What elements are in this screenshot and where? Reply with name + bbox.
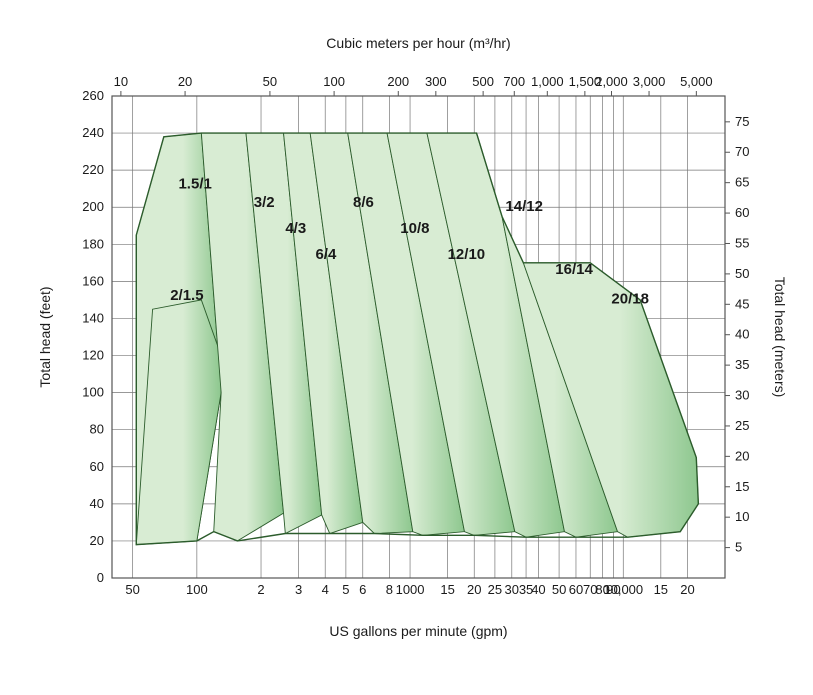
region-label-4/3: 4/3 xyxy=(285,220,306,237)
xtick-bottom: 50 xyxy=(552,582,566,597)
ytick-left: 40 xyxy=(90,496,104,511)
xtick-top: 300 xyxy=(425,74,447,89)
ytick-left: 260 xyxy=(82,88,104,103)
ytick-right: 70 xyxy=(735,144,749,159)
ytick-left: 120 xyxy=(82,348,104,363)
xtick-bottom: 30 xyxy=(505,582,519,597)
region-label-1.5/1: 1.5/1 xyxy=(178,176,211,193)
xtick-bottom: 25 xyxy=(488,582,502,597)
ytick-left: 220 xyxy=(82,162,104,177)
xtick-bottom: 2 xyxy=(257,582,264,597)
ytick-right: 25 xyxy=(735,418,749,433)
ytick-left: 160 xyxy=(82,273,104,288)
xtick-top: 3,000 xyxy=(633,74,666,89)
region-label-10/8: 10/8 xyxy=(400,220,429,237)
ytick-left: 240 xyxy=(82,125,104,140)
ytick-right: 65 xyxy=(735,175,749,190)
xtick-bottom: 60 xyxy=(569,582,583,597)
ytick-left: 140 xyxy=(82,310,104,325)
ytick-left: 200 xyxy=(82,199,104,214)
ytick-right: 45 xyxy=(735,296,749,311)
xtick-bottom: 40 xyxy=(531,582,545,597)
ytick-right: 40 xyxy=(735,327,749,342)
xtick-bottom: 100 xyxy=(186,582,208,597)
xtick-bottom: 15 xyxy=(440,582,454,597)
xtick-top: 50 xyxy=(263,74,277,89)
pump-curve-chart: 1.5/1 2/1.5 3/2 4/3 6/4 8/6 10/8 12/10 14/12 16/1… xyxy=(20,20,793,675)
chart-svg: 1.5/1 2/1.5 3/2 4/3 6/4 8/6 10/8 12/10 14/12 16/1… xyxy=(20,20,793,675)
xtick-top: 700 xyxy=(503,74,525,89)
ytick-left: 100 xyxy=(82,385,104,400)
xtick-bottom: 6 xyxy=(359,582,366,597)
xtick-top: 200 xyxy=(387,74,409,89)
xtick-bottom: 3 xyxy=(295,582,302,597)
ytick-left: 80 xyxy=(90,422,104,437)
ytick-right: 35 xyxy=(735,357,749,372)
region-label-20/18: 20/18 xyxy=(611,291,649,308)
xtick-bottom: 20 xyxy=(467,582,481,597)
region-label-14/12: 14/12 xyxy=(505,198,543,215)
region-label-12/10: 12/10 xyxy=(448,246,486,263)
ytick-right: 75 xyxy=(735,114,749,129)
x-axis-title-top: Cubic meters per hour (m³/hr) xyxy=(326,35,510,51)
ytick-right: 30 xyxy=(735,388,749,403)
ytick-left: 180 xyxy=(82,236,104,251)
xtick-top: 5,000 xyxy=(680,74,713,89)
y-axis-title-right: Total head (meters) xyxy=(772,277,788,398)
xtick-bottom: 10,000 xyxy=(603,582,643,597)
ytick-right: 5 xyxy=(735,540,742,555)
region-label-3/2: 3/2 xyxy=(254,194,275,211)
xtick-top: 2,000 xyxy=(595,74,628,89)
xtick-bottom: 50 xyxy=(125,582,139,597)
xtick-top: 100 xyxy=(323,74,345,89)
ytick-left: 60 xyxy=(90,459,104,474)
ytick-right: 15 xyxy=(735,479,749,494)
xtick-bottom: 20 xyxy=(680,582,694,597)
x-axis-title-bottom: US gallons per minute (gpm) xyxy=(329,623,507,639)
xtick-top: 10 xyxy=(114,74,128,89)
ytick-right: 20 xyxy=(735,448,749,463)
ytick-right: 10 xyxy=(735,509,749,524)
region-label-6/4: 6/4 xyxy=(315,246,337,263)
xtick-bottom: 5 xyxy=(342,582,349,597)
xtick-bottom: 15 xyxy=(654,582,668,597)
xtick-top: 20 xyxy=(178,74,192,89)
ytick-left: 20 xyxy=(90,533,104,548)
xtick-bottom: 1000 xyxy=(396,582,425,597)
ytick-right: 50 xyxy=(735,266,749,281)
xtick-bottom: 8 xyxy=(386,582,393,597)
ytick-right: 60 xyxy=(735,205,749,220)
ytick-right: 55 xyxy=(735,235,749,250)
y-axis-title-left: Total head (feet) xyxy=(37,286,53,387)
region-label-2/1.5: 2/1.5 xyxy=(170,287,203,304)
xtick-bottom: 4 xyxy=(322,582,329,597)
region-label-16/14: 16/14 xyxy=(555,261,593,278)
ytick-left: 0 xyxy=(97,570,104,585)
xtick-top: 500 xyxy=(472,74,494,89)
region-label-8/6: 8/6 xyxy=(353,194,374,211)
xtick-top: 1,000 xyxy=(531,74,564,89)
